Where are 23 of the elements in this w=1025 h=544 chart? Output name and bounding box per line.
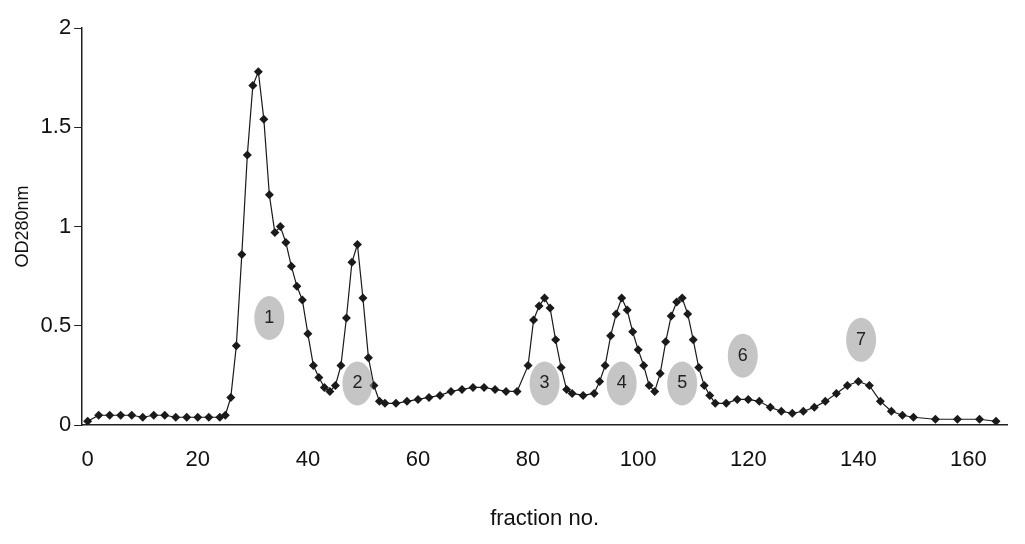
x-axis-title: fraction no.	[490, 504, 600, 530]
x-tick-label: 160	[950, 446, 987, 472]
x-tick-label: 40	[295, 446, 321, 472]
x-tick-label: 140	[840, 446, 877, 472]
annotation: 6	[737, 344, 748, 365]
annotation: 4	[616, 372, 627, 393]
y-tick-label: 0	[58, 411, 72, 437]
annotation: 2	[352, 372, 363, 393]
y-axis-title: OD280nm	[11, 185, 32, 268]
annotation: 3	[539, 372, 550, 393]
x-tick-label: 120	[729, 446, 767, 472]
annotation: 5	[677, 372, 688, 393]
annotation: 7	[856, 328, 867, 349]
x-tick-label: 60	[405, 446, 431, 472]
x-tick-label: 20	[185, 446, 211, 472]
x-tick-label: 0	[81, 446, 94, 472]
y-tick-label: 1.5	[40, 113, 72, 139]
x-tick-label: 80	[515, 446, 541, 472]
y-tick-label: 1	[58, 212, 72, 238]
y-tick-label: 0.5	[40, 311, 72, 337]
x-tick-label: 100	[619, 446, 657, 472]
y-tick-label: 2	[58, 14, 72, 40]
annotation: 1	[264, 306, 275, 327]
